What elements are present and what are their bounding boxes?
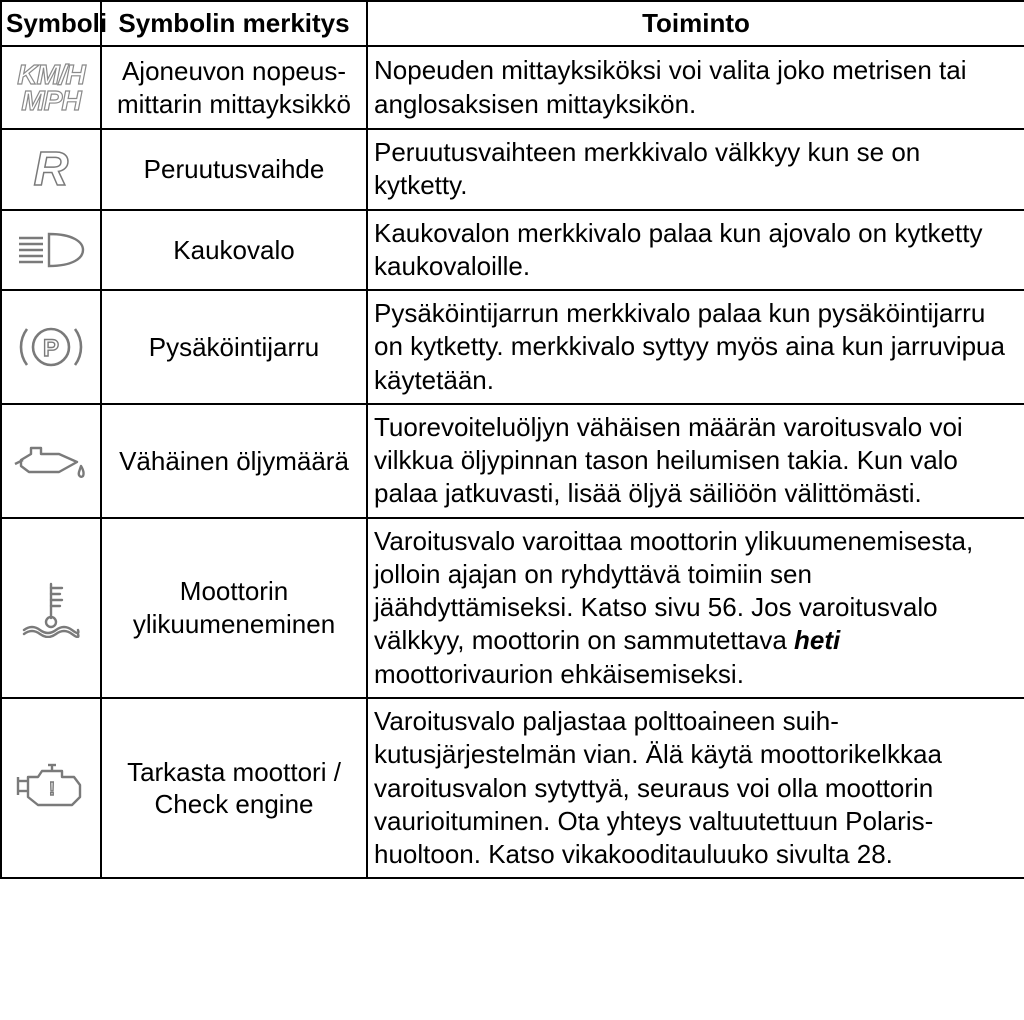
header-row: Symboli Symbolin merkitys Toiminto — [1, 1, 1024, 46]
function-text: Peruutusvaihteen merkkivalo välkkyy kun … — [367, 129, 1024, 210]
svg-text:!: ! — [49, 779, 55, 799]
meaning-text: Ajoneuvon nopeus­mittarin mittayksikkö — [101, 46, 367, 129]
symbol-engine-temp-icon — [1, 518, 101, 698]
meaning-text: Moottorin ylikuumeneminen — [101, 518, 367, 698]
mph-text: MPH — [4, 87, 98, 115]
table-row: KM/H MPH Ajoneuvon nopeus­mittarin mitta… — [1, 46, 1024, 129]
meaning-text: Vähäinen öljymäärä — [101, 404, 367, 518]
function-text: Varoitusvalo paljastaa polttoaineen suih… — [367, 698, 1024, 878]
function-text: Pysäköintijarrun merkkivalo palaa kun py… — [367, 290, 1024, 404]
table-row: Kaukovalo Kaukovalon merkkivalo palaa ku… — [1, 210, 1024, 291]
symbol-reverse-icon: R — [1, 129, 101, 210]
function-text: Tuorevoiteluöljyn vähäisen määrän varoi­… — [367, 404, 1024, 518]
symbol-parking-brake-icon: P — [1, 290, 101, 404]
col-header-meaning: Symbolin merkitys — [101, 1, 367, 46]
symbol-oil-can-icon — [1, 404, 101, 518]
table-row: ! Tarkasta moottori / Check engine Varoi… — [1, 698, 1024, 878]
symbol-kmh-mph-icon: KM/H MPH — [1, 46, 101, 129]
symbol-high-beam-icon — [1, 210, 101, 291]
svg-text:P: P — [43, 335, 59, 362]
symbol-check-engine-icon: ! — [1, 698, 101, 878]
symbols-table: Symboli Symbolin merkitys Toiminto KM/H … — [0, 0, 1024, 879]
meaning-text: Peruutusvaihde — [101, 129, 367, 210]
table-row: R Peruutusvaihde Peruutusvaihteen merkki… — [1, 129, 1024, 210]
meaning-text: Pysäköintijarru — [101, 290, 367, 404]
r-text: R — [34, 143, 69, 196]
table-row: Moottorin ylikuumeneminen Varoitusvalo v… — [1, 518, 1024, 698]
function-text: Kaukovalon merkkivalo palaa kun ajovalo … — [367, 210, 1024, 291]
col-header-function: Toiminto — [367, 1, 1024, 46]
function-text: Nopeuden mittayksiköksi voi valita joko … — [367, 46, 1024, 129]
function-text: Varoitusvalo varoittaa moottorin ylikuum… — [367, 518, 1024, 698]
table-row: Vähäinen öljymäärä Tuorevoiteluöljyn väh… — [1, 404, 1024, 518]
table-row: P Pysäköintijarru Pysäköintijarrun merkk… — [1, 290, 1024, 404]
meaning-text: Kaukovalo — [101, 210, 367, 291]
meaning-text: Tarkasta moottori / Check engine — [101, 698, 367, 878]
col-header-symbol: Symboli — [1, 1, 101, 46]
